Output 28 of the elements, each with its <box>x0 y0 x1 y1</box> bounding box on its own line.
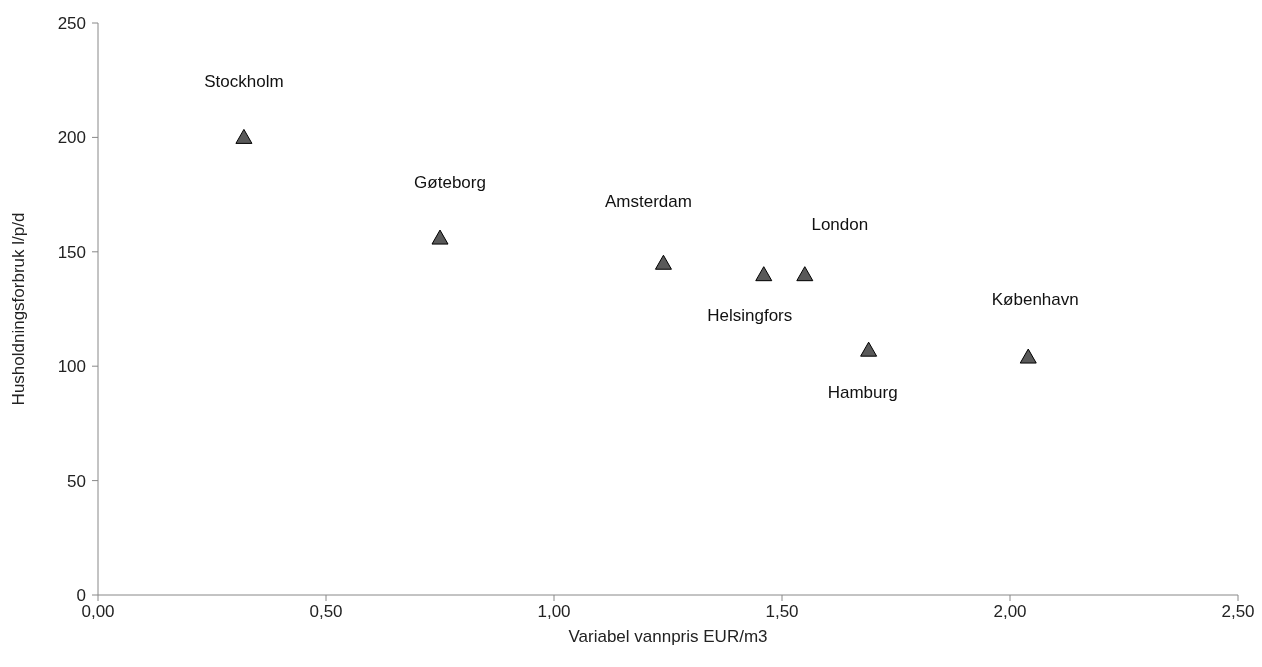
annotation: Gøteborg <box>414 173 486 193</box>
point <box>796 266 814 282</box>
annotation: Hamburg <box>827 383 898 403</box>
y-tick-label: 150 <box>57 242 86 262</box>
x-tick-label: 2,50 <box>1221 602 1255 621</box>
point <box>1019 348 1037 364</box>
x-tick-label: 1,00 <box>537 602 571 621</box>
y-tick-label: 0 <box>76 586 86 605</box>
y-tick-label: 200 <box>57 128 86 148</box>
y-tick-label: 100 <box>57 357 86 377</box>
y-tick-label: 50 <box>67 471 86 491</box>
point <box>755 266 773 282</box>
annotation: København <box>991 290 1079 310</box>
annotation: Stockholm <box>204 72 284 92</box>
x-axis-title: Variabel vannpris EUR/m3 <box>568 627 768 646</box>
x-tick-label: 1,50 <box>765 602 799 621</box>
point <box>860 341 878 357</box>
x-tick-label: 0,00 <box>81 602 115 621</box>
y-axis-title: Husholdningsforbruk l/p/d <box>9 212 28 406</box>
annotation: Helsingfors <box>707 305 793 325</box>
y-tick-label: 250 <box>57 14 86 33</box>
point <box>654 254 672 270</box>
x-tick-label: 0,50 <box>309 602 343 621</box>
point <box>431 229 449 245</box>
point <box>235 128 253 144</box>
annotation: Amsterdam <box>604 192 692 212</box>
annotation: London <box>811 214 869 234</box>
x-tick-label: 2,00 <box>993 602 1027 621</box>
